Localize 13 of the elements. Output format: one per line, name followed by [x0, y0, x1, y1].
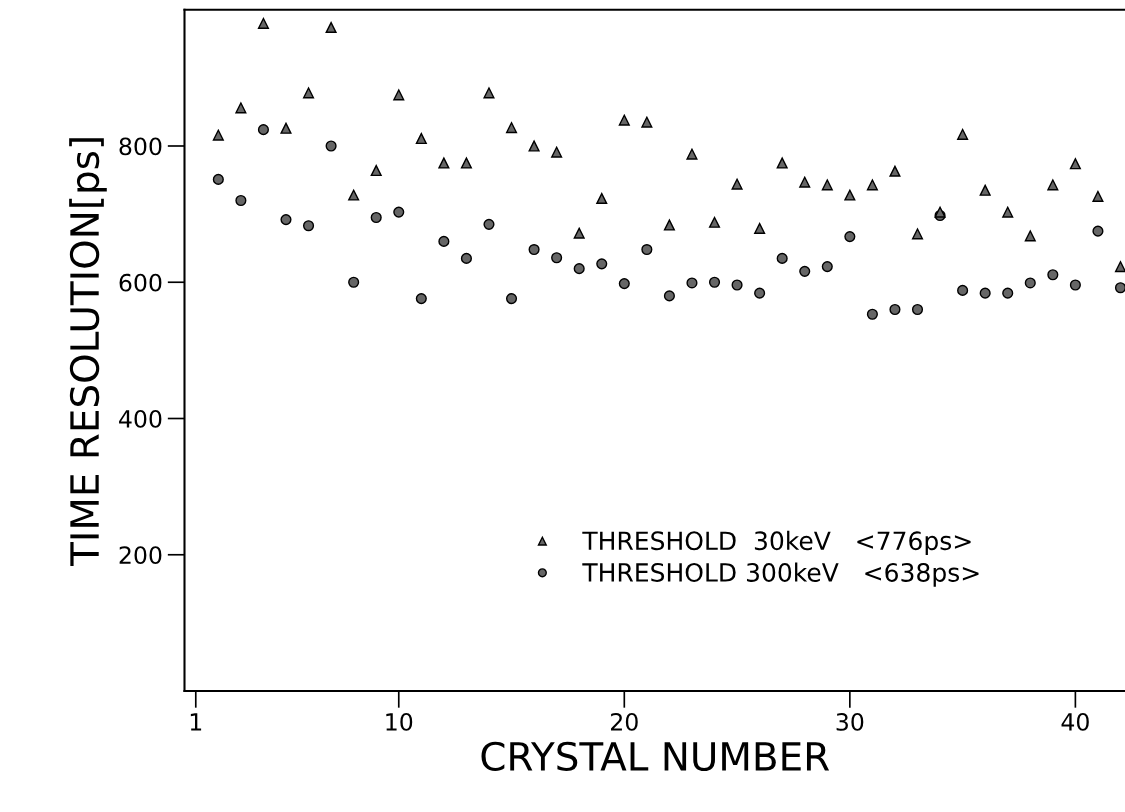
y-tick-label: 200	[119, 546, 162, 565]
x-tick-label: 1	[190, 713, 202, 731]
x-tick-label: 30	[836, 712, 864, 731]
legend-label: THRESHOLD 30keV <776ps>	[582, 530, 971, 556]
y-tick-label: 800	[119, 137, 162, 156]
x-tick-label: 10	[386, 712, 413, 731]
y-tick-label: 600	[119, 273, 162, 292]
y-axis-title: TIME RESOLUTION[ps]	[69, 138, 107, 566]
y-tick-label: 400	[119, 409, 162, 428]
x-tick-label: 20	[611, 712, 638, 731]
legend-label: THRESHOLD 300keV <638ps>	[582, 562, 979, 587]
x-axis-title: CRYSTAL NUMBER	[481, 741, 830, 772]
x-tick-label: 40	[1061, 712, 1089, 731]
